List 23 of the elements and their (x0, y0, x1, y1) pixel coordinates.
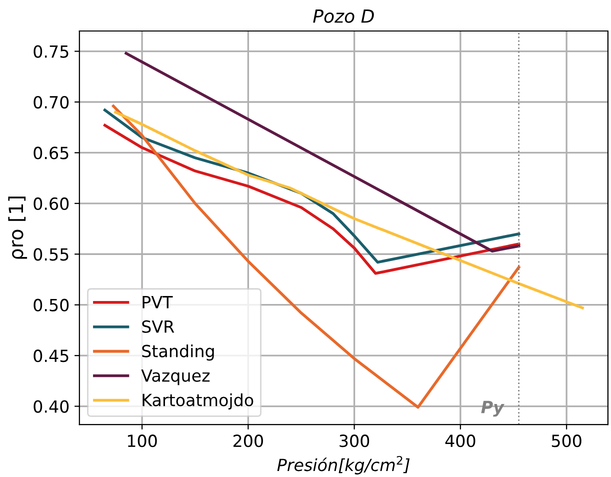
chart-title: Pozo D (313, 10, 374, 23)
line-series (104, 124, 520, 275)
y-tick-label: 0.45 (34, 350, 68, 362)
y-tick-label: 0.65 (34, 146, 68, 160)
x-tick-label: 300 (340, 434, 370, 448)
legend-label: Kartoatmojdo (142, 393, 254, 410)
y-axis-title: ρro [1] (8, 196, 28, 259)
y-tick-label: 0.55 (34, 248, 68, 261)
y-tick-label: 0.50 (34, 298, 69, 312)
y-tick-label: 0.75 (34, 45, 68, 58)
y-tick-label: 0.60 (34, 197, 69, 210)
x-tick-label: 400 (445, 434, 476, 448)
x-axis-title: Presión[kg/cm$^{2}$] (277, 456, 410, 474)
y-tick-label: 0.70 (34, 96, 69, 109)
y-tick-label: 0.40 (34, 400, 69, 413)
legend-label: Vazquez (141, 369, 210, 386)
x-tick-label: 100 (128, 434, 157, 448)
x-tick-label: 200 (233, 434, 263, 448)
legend-label: PVT (142, 296, 173, 308)
legend-label: SVR (142, 320, 174, 333)
legend-label: Standing (142, 344, 214, 361)
x-tick-label: 500 (552, 434, 582, 448)
line-series (114, 110, 584, 310)
